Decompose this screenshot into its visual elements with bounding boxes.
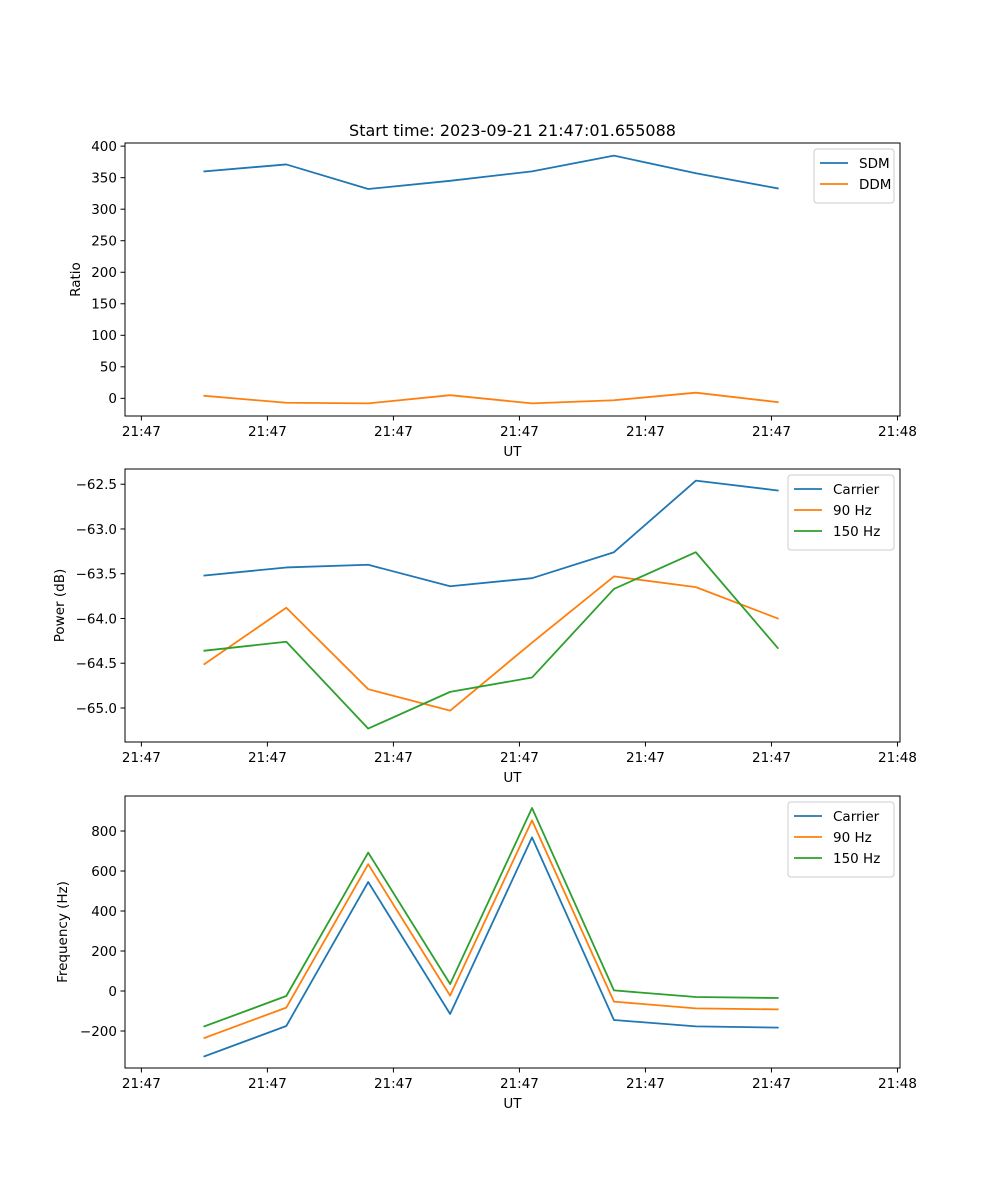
x-tick-label: 21:48 [878,424,917,440]
y-tick-label: 200 [91,944,117,960]
y-tick-label: 200 [91,265,117,281]
series-line-90-hz [203,575,779,712]
figure-title: Start time: 2023-09-21 21:47:01.655088 [349,121,676,140]
x-axis-label: UT [503,444,522,460]
legend-label: Carrier [833,482,880,498]
chart-panel-2: 21:47 21:47 21:47 21:47 21:47 21:47 21:48 UT −65… [52,468,917,786]
legend-label: SDM [859,156,890,172]
series-line-carrier [203,836,779,1058]
y-tick-label: −64.5 [76,656,117,672]
x-tick-label: 21:47 [248,424,287,440]
legend: Carrier 90 Hz 150 Hz [787,801,895,878]
x-tick-label: 21:47 [374,1076,413,1092]
y-axis: 0 50 100 150 200 250 300 350 400 [91,139,125,407]
legend-label: 150 Hz [833,524,880,540]
y-tick-label: 400 [91,139,117,155]
x-tick-label: 21:47 [626,1076,665,1092]
x-tick-label: 21:47 [374,424,413,440]
y-tick-label: −63.0 [76,522,117,538]
y-tick-label: −62.5 [76,477,117,493]
y-axis-label: Ratio [68,262,84,297]
x-tick-label: 21:47 [248,1076,287,1092]
y-tick-label: −63.5 [76,567,117,583]
x-tick-label: 21:47 [374,750,413,766]
x-tick-label: 21:48 [878,750,917,766]
series-line-sdm [203,154,779,190]
y-tick-label: 400 [91,904,117,920]
y-axis: −200 0 200 400 600 800 [80,824,125,1040]
x-axis-label: UT [503,770,522,786]
x-tick-label: 21:47 [500,750,539,766]
legend-label: 150 Hz [833,851,880,867]
y-tick-label: 600 [91,864,117,880]
y-tick-label: 0 [108,391,117,407]
x-axis: 21:47 21:47 21:47 21:47 21:47 21:47 21:48 [122,416,917,440]
x-tick-label: 21:47 [752,424,791,440]
x-axis: 21:47 21:47 21:47 21:47 21:47 21:47 21:48 [122,1068,917,1092]
y-axis-label: Frequency (Hz) [55,881,71,983]
legend: Carrier 90 Hz 150 Hz [787,474,895,551]
x-tick-label: 21:47 [248,750,287,766]
chart-panel-1: 21:47 21:47 21:47 21:47 21:47 21:47 21:48 UT 0 50… [68,139,917,460]
axes-frame [124,468,901,743]
y-tick-label: 350 [91,170,117,186]
y-tick-label: −200 [80,1024,117,1040]
x-axis: 21:47 21:47 21:47 21:47 21:47 21:47 21:48 [122,742,917,766]
series-line-150-hz [203,551,780,730]
legend-label: Carrier [833,809,880,825]
x-tick-label: 21:47 [500,424,539,440]
x-tick-label: 21:47 [626,750,665,766]
x-tick-label: 21:47 [122,750,161,766]
y-axis: −65.0 −64.5 −64.0 −63.5 −63.0 −62.5 [76,477,125,717]
y-tick-label: 250 [91,234,117,250]
y-tick-label: 800 [91,824,117,840]
series-line-ddm [203,391,779,405]
y-tick-label: 0 [108,984,117,1000]
y-tick-label: 300 [91,202,117,218]
x-tick-label: 21:47 [752,1076,791,1092]
x-tick-label: 21:47 [752,750,791,766]
x-tick-label: 21:47 [122,1076,161,1092]
y-tick-label: −65.0 [76,701,117,717]
series-line-carrier [203,479,779,588]
y-axis-label: Power (dB) [52,569,68,642]
legend: SDM DDM [813,148,895,204]
series-lines [203,154,779,405]
legend-label: 90 Hz [833,830,872,846]
x-tick-label: 21:47 [500,1076,539,1092]
y-tick-label: −64.0 [76,611,117,627]
y-tick-label: 50 [100,360,117,376]
x-tick-label: 21:47 [122,424,161,440]
legend-label: DDM [859,177,891,193]
axes-frame [124,795,901,1069]
y-tick-label: 150 [91,297,117,313]
series-line-150-hz [203,807,779,1028]
series-lines [203,479,780,730]
series-line-90-hz [203,819,779,1040]
series-lines [203,807,779,1058]
x-tick-label: 21:48 [878,1076,917,1092]
x-tick-label: 21:47 [626,424,665,440]
legend-label: 90 Hz [833,503,872,519]
x-axis-label: UT [503,1096,522,1112]
chart-panel-3: 21:47 21:47 21:47 21:47 21:47 21:47 21:48 UT −20… [55,795,917,1112]
axes-frame [124,142,901,417]
y-tick-label: 100 [91,328,117,344]
